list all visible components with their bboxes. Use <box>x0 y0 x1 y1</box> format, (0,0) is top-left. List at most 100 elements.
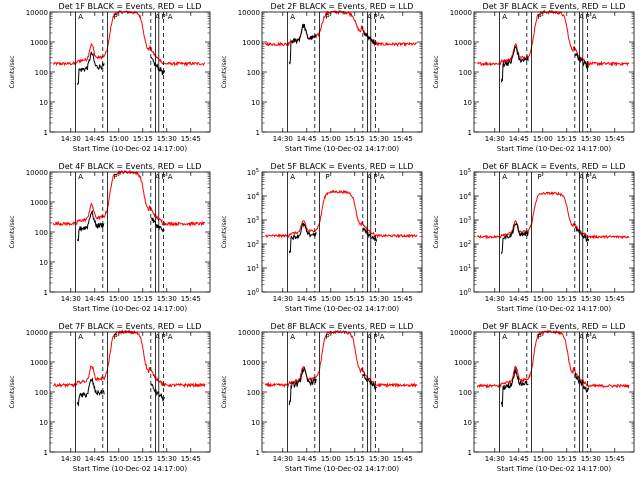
marker-label: A <box>290 173 295 181</box>
marker-label: P <box>161 13 165 21</box>
x-tick-label: 14:45 <box>509 135 529 143</box>
y-tick-label: 10000 <box>26 329 48 337</box>
y-tick-label: 10 <box>251 419 260 427</box>
x-axis-label: Start Time (10-Dec-02 14:17:00) <box>285 145 399 153</box>
x-tick-label: 15:15 <box>345 295 365 303</box>
plot-frame <box>473 331 635 453</box>
y-tick-label: 1 <box>256 449 260 457</box>
marker-label: A <box>367 333 372 341</box>
x-tick-label: 15:15 <box>557 135 577 143</box>
x-tick-label: 14:30 <box>273 135 293 143</box>
marker-label: A <box>380 13 385 21</box>
y-tick-label: 104 <box>459 192 471 201</box>
x-axis-label: Start Time (10-Dec-02 14:17:00) <box>73 145 187 153</box>
x-tick-label: 15:30 <box>157 135 177 143</box>
y-tick-label: 101 <box>459 264 471 273</box>
marker-label: A <box>592 13 597 21</box>
panel-title: Det 1F BLACK = Events, RED = LLD <box>59 2 202 11</box>
y-tick-label: 1000 <box>30 39 48 47</box>
plot-frame <box>473 171 635 293</box>
x-tick-label: 15:30 <box>581 295 601 303</box>
panel-det-7: Det 7F BLACK = Events, RED = LLD Counts/s… <box>9 322 211 473</box>
panel-title: Det 5F BLACK = Events, RED = LLD <box>271 162 414 171</box>
panel-title: Det 4F BLACK = Events, RED = LLD <box>59 162 202 171</box>
events-series-line <box>288 366 378 406</box>
x-tick-label: 15:15 <box>133 295 153 303</box>
x-tick-label: 15:15 <box>133 455 153 463</box>
panel-det-3: Det 3F BLACK = Events, RED = LLD Counts/s… <box>433 2 635 153</box>
marker-label: A <box>380 333 385 341</box>
x-tick-label: 14:45 <box>297 455 317 463</box>
marker-label: P <box>373 333 377 341</box>
lld-series-line <box>476 191 630 240</box>
y-tick-label: 100 <box>35 389 48 397</box>
panel-title: Det 8F BLACK = Events, RED = LLD <box>271 322 414 331</box>
plot-frame <box>49 331 211 453</box>
marker-label: P <box>113 333 117 341</box>
y-axis-label: Counts/sec <box>221 215 228 248</box>
marker-label: A <box>502 333 507 341</box>
marker-label: A <box>367 13 372 21</box>
marker-label: P <box>161 333 165 341</box>
y-tick-label: 103 <box>247 216 259 225</box>
marker-label: P <box>585 13 589 21</box>
x-tick-label: 14:45 <box>509 295 529 303</box>
panel-det-8: Det 8F BLACK = Events, RED = LLD Counts/s… <box>221 322 423 473</box>
events-series-line <box>500 45 590 83</box>
marker-label: A <box>78 173 83 181</box>
y-tick-label: 1 <box>44 289 48 297</box>
y-tick-label: 100 <box>459 389 472 397</box>
y-tick-label: 10 <box>251 99 260 107</box>
marker-label: P <box>585 333 589 341</box>
y-tick-label: 10000 <box>450 329 472 337</box>
y-tick-label: 1 <box>468 449 472 457</box>
y-tick-label: 1 <box>256 129 260 137</box>
x-tick-label: 14:45 <box>85 295 105 303</box>
y-tick-label: 105 <box>459 168 471 177</box>
x-tick-label: 15:30 <box>157 455 177 463</box>
marker-label: A <box>168 173 173 181</box>
marker-label: P <box>537 173 541 181</box>
events-series-line <box>76 209 165 242</box>
x-tick-label: 14:30 <box>485 455 505 463</box>
y-axis-label: Counts/sec <box>9 55 16 88</box>
x-axis-label: Start Time (10-Dec-02 14:17:00) <box>73 465 187 473</box>
events-series-line <box>288 222 378 254</box>
x-tick-label: 15:30 <box>369 295 389 303</box>
x-tick-label: 15:45 <box>393 295 413 303</box>
x-tick-label: 14:45 <box>297 135 317 143</box>
marker-label: A <box>579 333 584 341</box>
marker-label: A <box>155 333 160 341</box>
marker-label: P <box>325 333 329 341</box>
marker-label: A <box>502 13 507 21</box>
plot-frame <box>473 11 635 133</box>
marker-label: A <box>290 333 295 341</box>
marker-label: P <box>537 13 541 21</box>
x-tick-label: 15:45 <box>393 455 413 463</box>
marker-label: P <box>113 13 117 21</box>
x-tick-label: 14:30 <box>61 135 81 143</box>
y-axis-label: Counts/sec <box>221 375 228 408</box>
x-tick-label: 15:00 <box>533 135 553 143</box>
x-tick-label: 15:15 <box>557 295 577 303</box>
y-axis-label: Counts/sec <box>9 375 16 408</box>
x-tick-label: 14:45 <box>509 455 529 463</box>
x-tick-label: 14:30 <box>61 295 81 303</box>
x-tick-label: 15:30 <box>369 455 389 463</box>
y-tick-label: 100 <box>35 69 48 77</box>
panel-title: Det 3F BLACK = Events, RED = LLD <box>483 2 626 11</box>
y-tick-label: 1000 <box>30 359 48 367</box>
x-tick-label: 15:45 <box>181 295 201 303</box>
events-series-line <box>288 23 377 65</box>
y-tick-label: 10000 <box>450 9 472 17</box>
marker-label: A <box>155 173 160 181</box>
x-axis-label: Start Time (10-Dec-02 14:17:00) <box>73 305 187 313</box>
y-tick-label: 100 <box>35 229 48 237</box>
y-axis-label: Counts/sec <box>221 55 228 88</box>
panel-det-1: Det 1F BLACK = Events, RED = LLD Counts/s… <box>9 2 211 153</box>
x-tick-label: 15:00 <box>533 295 553 303</box>
marker-label: P <box>373 13 377 21</box>
marker-label: P <box>373 173 377 181</box>
x-tick-label: 15:15 <box>557 455 577 463</box>
marker-label: A <box>168 13 173 21</box>
